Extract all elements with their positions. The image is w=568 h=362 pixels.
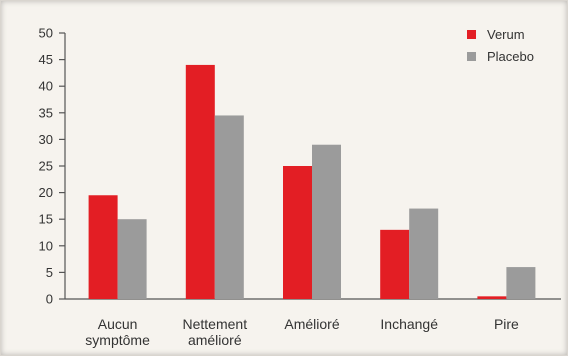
x-category-label: Amélioré xyxy=(284,316,339,332)
x-category-label: Inchangé xyxy=(380,316,438,332)
y-tick-label: 5 xyxy=(46,265,53,280)
y-tick-label: 40 xyxy=(39,79,53,94)
bar-verum xyxy=(380,229,410,299)
legend-swatch-placebo xyxy=(467,52,476,61)
x-category-label: amélioré xyxy=(188,332,242,348)
y-tick-label: 25 xyxy=(39,159,53,174)
bar-placebo xyxy=(117,219,147,299)
y-tick-label: 45 xyxy=(39,52,53,67)
x-category-label: Pire xyxy=(494,316,519,332)
bar-placebo xyxy=(312,144,341,299)
y-tick-label: 20 xyxy=(39,185,53,200)
legend-label-placebo: Placebo xyxy=(487,49,534,64)
bar-placebo xyxy=(506,267,536,299)
axis-layer: 0 5 10 15 20 25 30 35 40 45 50 xyxy=(39,26,561,307)
bar-placebo xyxy=(409,208,439,299)
x-category-label: symptôme xyxy=(85,332,150,348)
bar-verum xyxy=(283,166,312,299)
y-tick-label: 50 xyxy=(39,26,53,41)
legend: Verum Placebo xyxy=(467,27,534,64)
y-tick-label: 30 xyxy=(39,132,53,147)
bar-placebo xyxy=(214,115,244,300)
x-category-label: Nettement xyxy=(183,316,248,332)
bar-verum xyxy=(185,64,215,299)
bar-verum xyxy=(88,195,118,299)
legend-label-verum: Verum xyxy=(487,27,525,42)
x-category-label: Aucun xyxy=(98,316,138,332)
y-tick-label: 35 xyxy=(39,105,53,120)
legend-swatch-verum xyxy=(467,30,476,39)
bar-layer xyxy=(88,64,536,300)
y-tick-label: 0 xyxy=(46,292,53,307)
y-tick-label: 10 xyxy=(39,238,53,253)
bar-verum xyxy=(477,296,507,299)
y-tick-label: 15 xyxy=(39,212,53,227)
